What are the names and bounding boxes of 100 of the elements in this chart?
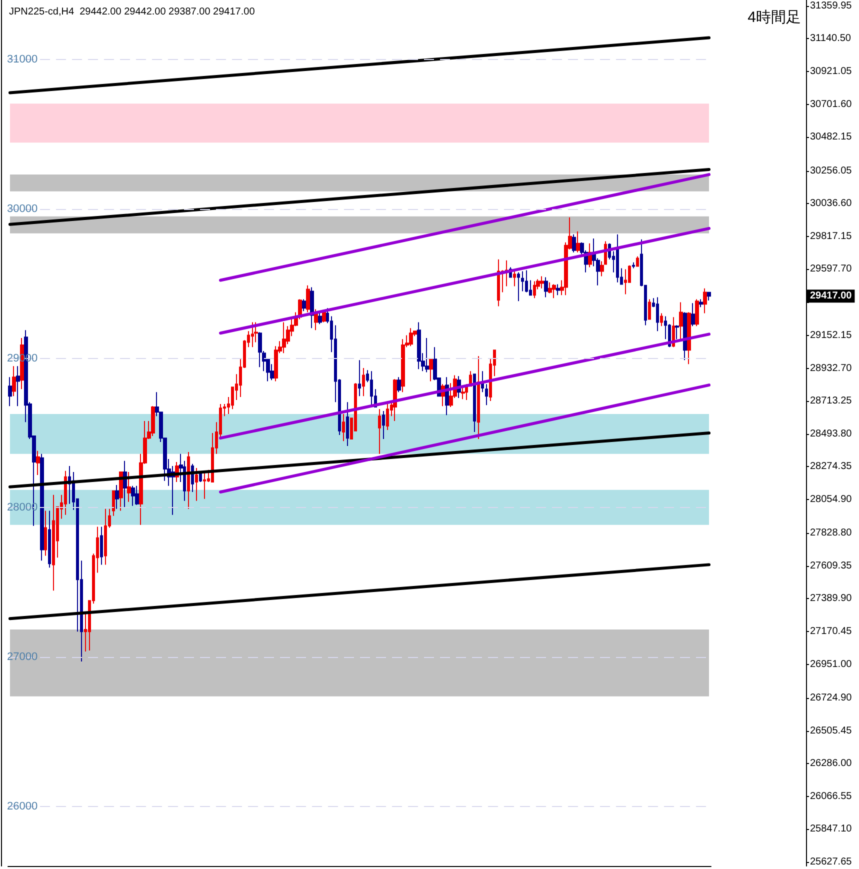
candlestick bbox=[378, 408, 381, 454]
candlestick bbox=[370, 370, 373, 407]
candlestick bbox=[254, 322, 258, 343]
y2-tick-label: 31359.95 bbox=[810, 0, 852, 12]
text: 4時間足 bbox=[748, 9, 801, 26]
y2-tick-label: 30036.60 bbox=[810, 198, 852, 210]
candlestick bbox=[127, 471, 131, 502]
candlestick bbox=[473, 374, 476, 432]
candlestick bbox=[393, 378, 397, 422]
candlestick bbox=[195, 467, 198, 502]
candlestick bbox=[497, 258, 500, 307]
candlestick bbox=[695, 298, 699, 327]
y-tick-label: 31000 bbox=[7, 54, 38, 66]
candlestick bbox=[544, 276, 548, 298]
candlestick bbox=[104, 508, 107, 566]
text: JPN225-cd,H4 29442.00 29442.00 29387.00 29417.00 bbox=[9, 6, 256, 18]
candlestick bbox=[691, 302, 695, 327]
candlestick bbox=[517, 272, 520, 302]
y2-tick-label: 30482.15 bbox=[810, 132, 852, 143]
y2-tick-label: 25847.10 bbox=[810, 824, 852, 835]
candlestick bbox=[306, 284, 310, 313]
y2-tick-label: 25627.65 bbox=[810, 856, 852, 868]
candlestick bbox=[8, 376, 12, 407]
candlestick bbox=[572, 234, 576, 253]
candlestick bbox=[401, 338, 405, 393]
candlestick bbox=[203, 471, 206, 500]
candlestick bbox=[187, 451, 190, 510]
candlestick bbox=[461, 386, 465, 400]
y-tick-label: 30000 bbox=[7, 203, 38, 216]
y2-tick-label: 28713.25 bbox=[810, 396, 852, 407]
candlestick bbox=[119, 471, 123, 512]
candlestick bbox=[135, 485, 139, 506]
candlestick bbox=[513, 270, 516, 287]
candlestick bbox=[656, 296, 659, 332]
y-tick-label: 26000 bbox=[7, 800, 38, 812]
y2-tick-label: 26724.90 bbox=[810, 692, 852, 704]
y2-tick-label: 26066.55 bbox=[810, 790, 852, 802]
candlestick bbox=[540, 276, 544, 289]
y2-tick-label: 28054.90 bbox=[810, 494, 852, 505]
y2-tick-label: 29152.15 bbox=[810, 330, 852, 342]
candlestick bbox=[521, 270, 524, 292]
candlestick bbox=[16, 366, 20, 407]
y2-tick-label: 26286.00 bbox=[810, 758, 852, 770]
candlestick bbox=[533, 280, 536, 299]
candlestick bbox=[282, 322, 286, 354]
candlestick bbox=[525, 270, 528, 293]
candlestick bbox=[52, 494, 55, 592]
candlestick bbox=[302, 298, 306, 312]
candlestick bbox=[616, 234, 619, 283]
candlestick bbox=[112, 490, 115, 516]
candlestick bbox=[131, 485, 135, 506]
candlestick bbox=[660, 312, 663, 327]
candlestick bbox=[485, 384, 488, 406]
candlestick bbox=[40, 453, 44, 562]
candlestick bbox=[683, 312, 687, 361]
y2-tick-label: 29597.70 bbox=[810, 264, 852, 275]
y2-tick-label: 30256.05 bbox=[810, 165, 852, 176]
y2-tick-label: 26951.00 bbox=[810, 658, 852, 670]
candlestick bbox=[48, 510, 51, 568]
candlestick bbox=[552, 284, 556, 299]
candlestick bbox=[36, 450, 40, 476]
candlestick bbox=[429, 358, 433, 382]
candlestick bbox=[675, 324, 679, 340]
candlestick bbox=[600, 260, 604, 277]
candlestick bbox=[100, 526, 103, 566]
candlestick bbox=[477, 356, 480, 440]
candlestick bbox=[151, 406, 155, 436]
candlestick bbox=[12, 366, 16, 397]
y2-tick-label: 30921.05 bbox=[810, 66, 852, 78]
y2-tick-label: 31140.50 bbox=[810, 33, 852, 44]
candlestick bbox=[382, 410, 385, 440]
candlestick bbox=[548, 282, 552, 294]
y2-tick-label: 27828.80 bbox=[810, 528, 852, 539]
candlestick bbox=[632, 262, 635, 269]
y2-tick-label: 29817.15 bbox=[810, 230, 852, 242]
candlestick bbox=[648, 298, 651, 320]
candlestick bbox=[346, 402, 349, 446]
candlestick bbox=[687, 312, 691, 365]
candlestick bbox=[199, 471, 202, 482]
text: 29417.00 bbox=[810, 290, 852, 302]
candlestick bbox=[397, 376, 401, 393]
candlestick bbox=[318, 312, 322, 325]
candlestick bbox=[64, 470, 67, 516]
candlestick bbox=[636, 256, 639, 267]
y2-tick-label: 28932.70 bbox=[810, 362, 852, 374]
y2-tick-label: 26505.45 bbox=[810, 725, 852, 736]
y2-tick-label: 27170.45 bbox=[810, 626, 852, 638]
y2-tick-label: 28493.80 bbox=[810, 428, 852, 440]
candlestick bbox=[556, 284, 560, 296]
candlestick bbox=[44, 510, 47, 556]
candlestick bbox=[258, 332, 262, 368]
y2-tick-label: 27389.90 bbox=[810, 593, 852, 604]
y2-tick-label: 28274.35 bbox=[810, 461, 852, 472]
candlestick bbox=[417, 322, 421, 370]
candlestick bbox=[409, 328, 413, 347]
candlestick bbox=[425, 338, 429, 373]
candlestick bbox=[699, 298, 703, 308]
candlestick bbox=[358, 360, 361, 397]
candlestick bbox=[115, 484, 119, 510]
y2-tick-label: 27609.35 bbox=[810, 560, 852, 572]
